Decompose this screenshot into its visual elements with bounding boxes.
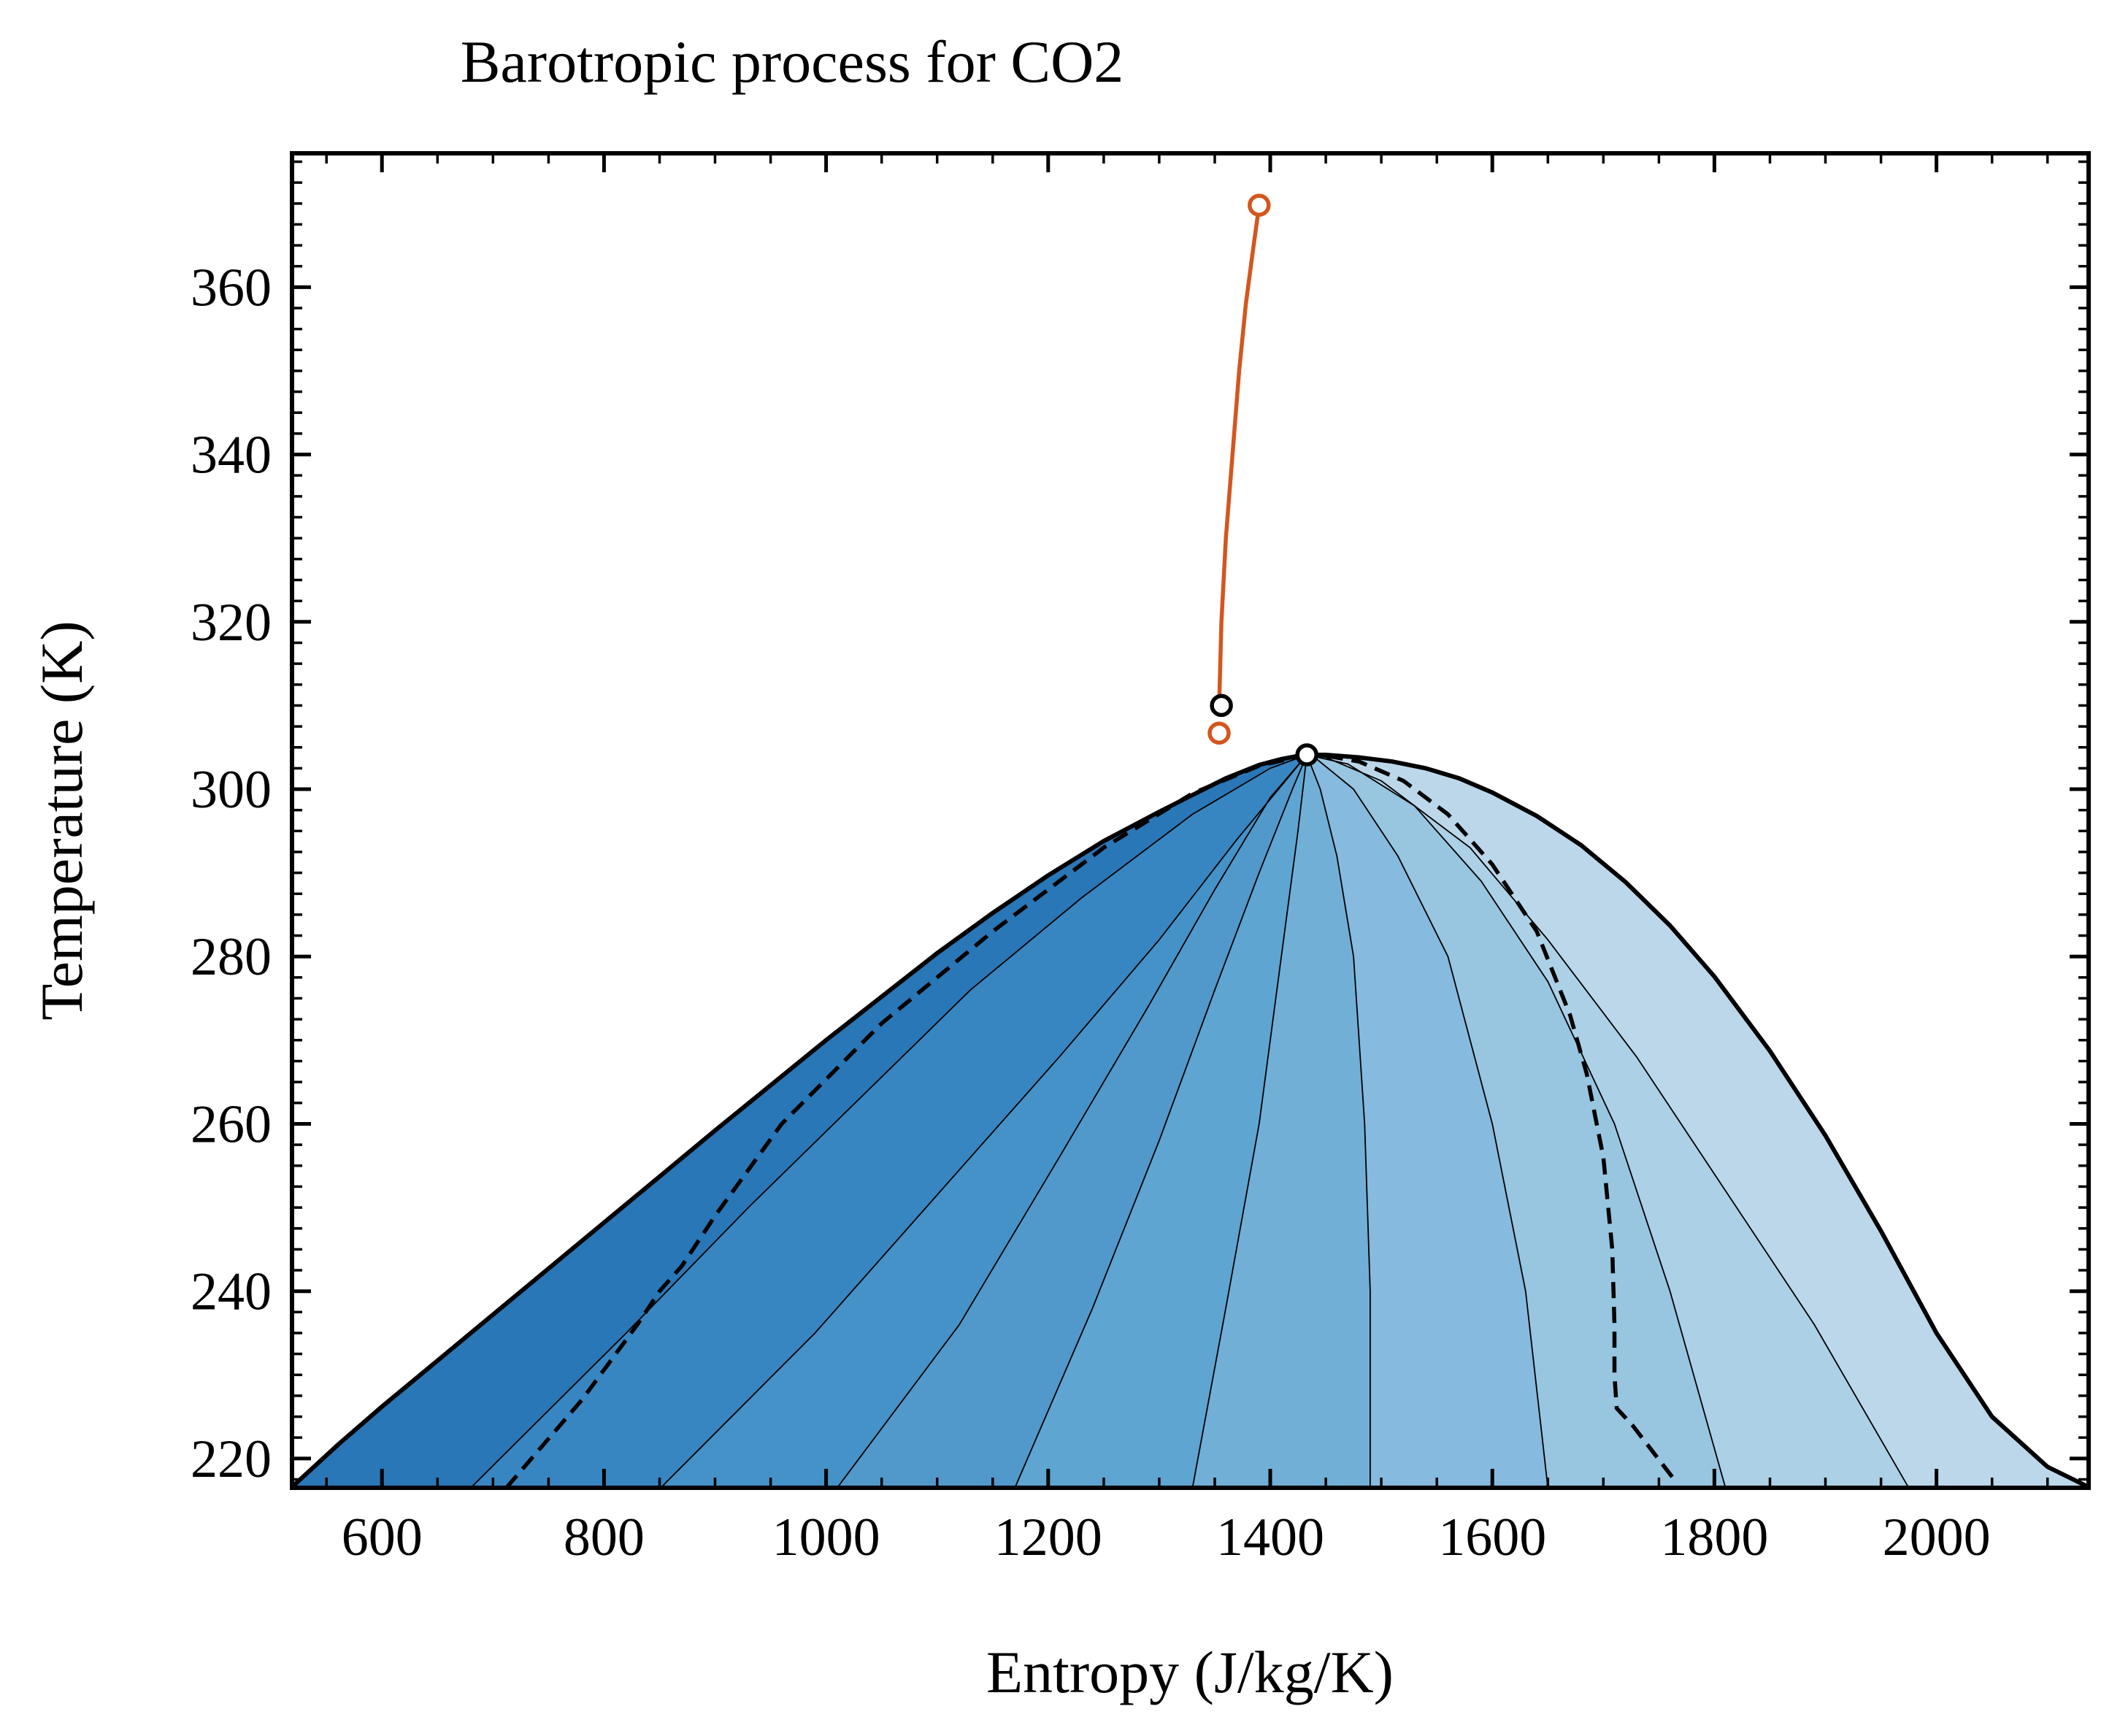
y-tick-label-6: 340 <box>191 426 272 485</box>
quality-line-3 <box>1014 755 1308 1488</box>
y-tick-label-5: 320 <box>191 593 272 653</box>
state-marker-0 <box>1248 193 1271 217</box>
plot-area <box>292 193 2089 1488</box>
state-marker-2 <box>1210 694 1233 718</box>
x-tick-label-5: 1600 <box>1438 1508 1546 1567</box>
y-tick-label-0: 220 <box>191 1429 272 1489</box>
x-tick-label-4: 1400 <box>1216 1508 1324 1567</box>
saturation-dome-line <box>292 753 2089 1488</box>
quality-line-6 <box>1306 755 1549 1488</box>
x-ticks: 600 800 1000 1200 1400 1600 1800 2000 <box>325 153 2049 1567</box>
process-line <box>1217 204 1261 706</box>
two-phase-band-2 <box>661 755 1307 1488</box>
two-phase-band-8 <box>1307 755 1909 1488</box>
y-tick-label-7: 360 <box>191 258 272 318</box>
chart-title: Barotropic process for CO2 <box>461 28 1124 95</box>
markers <box>1207 193 1318 767</box>
quality-line-8 <box>1307 755 1910 1488</box>
x-tick-label-2: 1000 <box>772 1508 880 1567</box>
dashed-line-0 <box>504 753 1307 1488</box>
quality-line-2 <box>837 755 1307 1488</box>
two-phase-band-6 <box>1307 755 1548 1488</box>
x-tick-label-1: 800 <box>564 1508 645 1567</box>
y-ticks: 220 240 260 280 300 320 340 360 <box>191 160 2089 1489</box>
y-tick-label-2: 260 <box>191 1095 272 1155</box>
two-phase-band-7 <box>1307 755 1726 1488</box>
quality-line-1 <box>660 755 1307 1488</box>
x-tick-label-0: 600 <box>342 1508 423 1567</box>
state-marker-1 <box>1207 721 1231 745</box>
dashed-line-1 <box>1307 753 1674 1478</box>
state-marker-3 <box>1295 743 1318 767</box>
x-tick-label-7: 2000 <box>1883 1508 1991 1567</box>
quality-lines <box>470 755 1910 1488</box>
y-tick-label-1: 240 <box>191 1262 272 1322</box>
x-tick-label-6: 1800 <box>1660 1508 1768 1567</box>
two-phase-band-3 <box>837 755 1307 1488</box>
dashed-lines <box>504 753 1674 1488</box>
y-axis-label: Temperature (K) <box>28 621 95 1020</box>
quality-line-5 <box>1306 755 1371 1488</box>
quality-line-0 <box>470 755 1307 1488</box>
y-tick-label-4: 300 <box>191 760 272 820</box>
two-phase-band-5 <box>1192 755 1370 1488</box>
two-phase-fills <box>292 755 2089 1488</box>
axes-frame <box>290 151 2091 1490</box>
quality-line-4 <box>1191 755 1308 1488</box>
y-tick-label-3: 280 <box>191 927 272 987</box>
x-tick-label-3: 1200 <box>994 1508 1102 1567</box>
two-phase-band-4 <box>1015 755 1307 1488</box>
two-phase-band-1 <box>470 755 1307 1488</box>
x-axis-label: Entropy (J/kg/K) <box>986 1639 1394 1705</box>
